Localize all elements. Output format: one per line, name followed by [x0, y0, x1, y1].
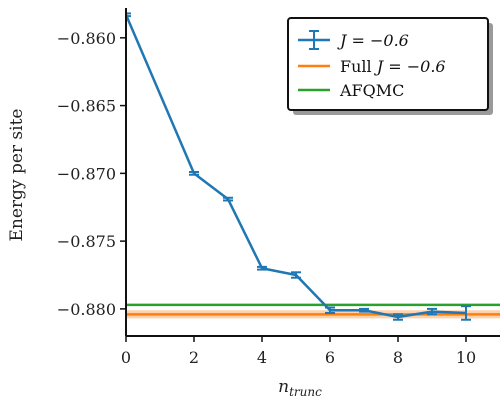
- y-axis-label: Energy per site: [7, 109, 27, 242]
- y-tick-label: −0.865: [57, 97, 116, 116]
- data-point: [461, 305, 471, 321]
- x-tick-label: 8: [393, 348, 403, 367]
- y-tick-label: −0.880: [57, 300, 116, 319]
- x-tick-label: 4: [257, 348, 267, 367]
- data-point: [427, 307, 437, 316]
- plot-area: [126, 12, 500, 321]
- legend-label: AFQMC: [339, 81, 404, 100]
- data-point: [393, 313, 403, 321]
- data-point: [325, 306, 335, 314]
- y-tick-label: −0.860: [57, 29, 116, 48]
- legend-frame: [287, 17, 489, 111]
- data-point: [291, 271, 301, 279]
- legend-label: Full J = −0.6: [340, 57, 446, 76]
- plot-content: [126, 12, 500, 321]
- series-line-j: [126, 14, 467, 319]
- x-tick-label: 0: [121, 348, 131, 367]
- legend-entry: AFQMC: [298, 81, 404, 100]
- y-tick-label: −0.875: [57, 232, 116, 251]
- data-point: [257, 265, 267, 271]
- axes: 0 2 4 6 8 10 −0.860 −0.865 −0.870 −0.875 −0.880: [57, 8, 500, 367]
- x-tick-label: 2: [189, 348, 199, 367]
- data-point: [126, 12, 131, 18]
- x-tick-label: 10: [456, 348, 476, 367]
- data-point: [189, 171, 199, 176]
- x-tick-label: 6: [325, 348, 335, 367]
- legend-label: J = −0.6: [337, 31, 409, 50]
- data-point: [359, 307, 369, 313]
- data-point: [223, 196, 233, 202]
- legend: J = −0.6 Full J = −0.6 AFQMC: [287, 17, 493, 115]
- x-axis-label: ntrunc: [278, 377, 322, 399]
- y-tick-label: −0.870: [57, 164, 116, 183]
- legend-entry: J = −0.6: [298, 30, 409, 50]
- legend-entry: Full J = −0.6: [298, 57, 446, 76]
